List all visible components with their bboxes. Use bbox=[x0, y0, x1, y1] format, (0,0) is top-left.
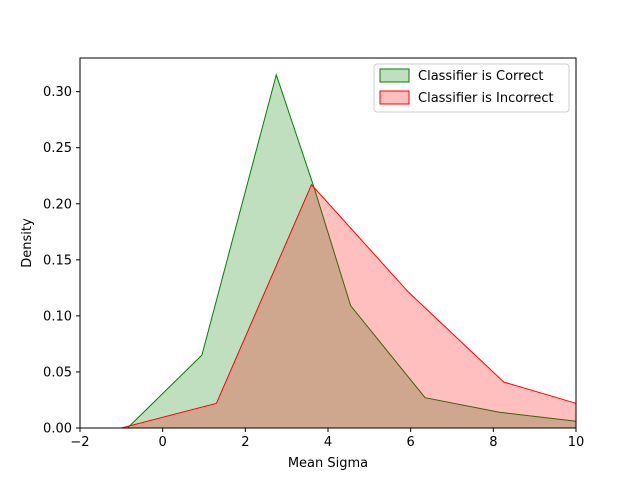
legend: Classifier is Correct Classifier is Inco… bbox=[373, 63, 570, 113]
x-tick-label: 2 bbox=[241, 435, 249, 450]
y-tick-label: 0.10 bbox=[43, 309, 72, 324]
legend-label-incorrect: Classifier is Incorrect bbox=[418, 91, 554, 106]
y-tick-label: 0.05 bbox=[43, 365, 72, 380]
legend-swatch-correct bbox=[379, 68, 410, 83]
x-tick-label: 8 bbox=[489, 435, 497, 450]
x-tick-label: 6 bbox=[407, 435, 415, 450]
y-axis-label: Density bbox=[20, 218, 35, 268]
x-tick-label: −2 bbox=[70, 435, 89, 450]
line-incorrect bbox=[121, 183, 577, 429]
y-axis-ticks: 0.00 0.05 0.10 0.15 0.20 0.25 0.30 bbox=[43, 85, 80, 437]
y-tick-label: 0.00 bbox=[43, 422, 72, 437]
legend-label-correct: Classifier is Correct bbox=[418, 69, 543, 84]
legend-box bbox=[373, 63, 570, 113]
y-tick-label: 0.30 bbox=[43, 85, 72, 100]
legend-swatch-incorrect bbox=[379, 90, 410, 105]
x-axis-label: Mean Sigma bbox=[288, 456, 368, 471]
x-tick-label: 4 bbox=[324, 435, 332, 450]
x-tick-label: 0 bbox=[159, 435, 167, 450]
line-correct bbox=[127, 73, 577, 429]
area-correct bbox=[127, 74, 576, 429]
series-layer bbox=[121, 73, 577, 429]
y-tick-label: 0.20 bbox=[43, 197, 72, 212]
y-tick-label: 0.25 bbox=[43, 141, 72, 156]
y-tick-label: 0.15 bbox=[43, 253, 72, 268]
x-axis-ticks: −2 0 2 4 6 8 10 bbox=[70, 428, 584, 450]
area-incorrect bbox=[121, 184, 577, 428]
x-tick-label: 10 bbox=[568, 435, 585, 450]
